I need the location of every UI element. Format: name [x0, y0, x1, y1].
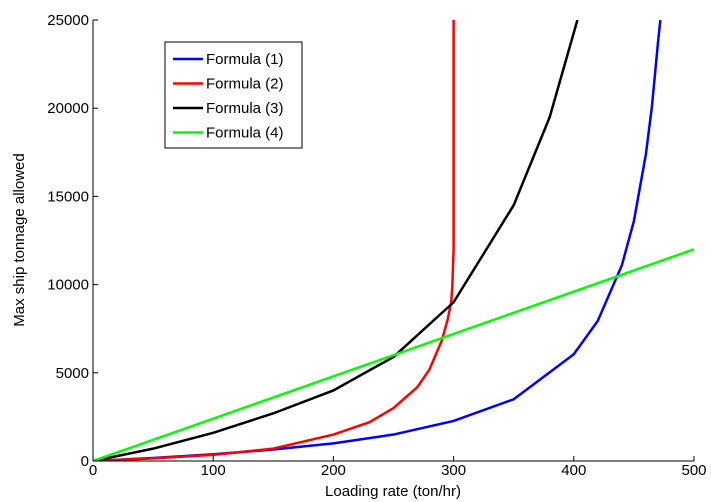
y-tick-label: 15000 — [47, 188, 89, 205]
y-tick-label: 20000 — [47, 100, 89, 117]
y-tick-label: 10000 — [47, 277, 89, 294]
y-tick-label: 0 — [81, 453, 89, 470]
y-axis-label: Max ship tonnage allowed — [11, 153, 28, 326]
x-tick-label: 100 — [201, 462, 226, 479]
x-tick-label: 300 — [441, 462, 466, 479]
x-tick-label: 0 — [89, 462, 97, 479]
line — [93, 248, 694, 461]
plot-area — [93, 20, 694, 461]
x-tick-label: 400 — [561, 462, 586, 479]
line — [93, 20, 455, 461]
x-tick-label: 200 — [321, 462, 346, 479]
line — [93, 20, 579, 461]
legend-label: Formula (3) — [206, 100, 284, 117]
legend-label: Formula (4) — [206, 125, 284, 142]
x-axis-label: Loading rate (ton/hr) — [325, 483, 461, 500]
legend-label: Formula (1) — [206, 51, 284, 68]
y-tick-label: 25000 — [47, 12, 89, 29]
legend-label: Formula (2) — [206, 76, 284, 93]
y-tick-label: 5000 — [56, 365, 89, 382]
x-tick-label: 500 — [681, 462, 706, 479]
